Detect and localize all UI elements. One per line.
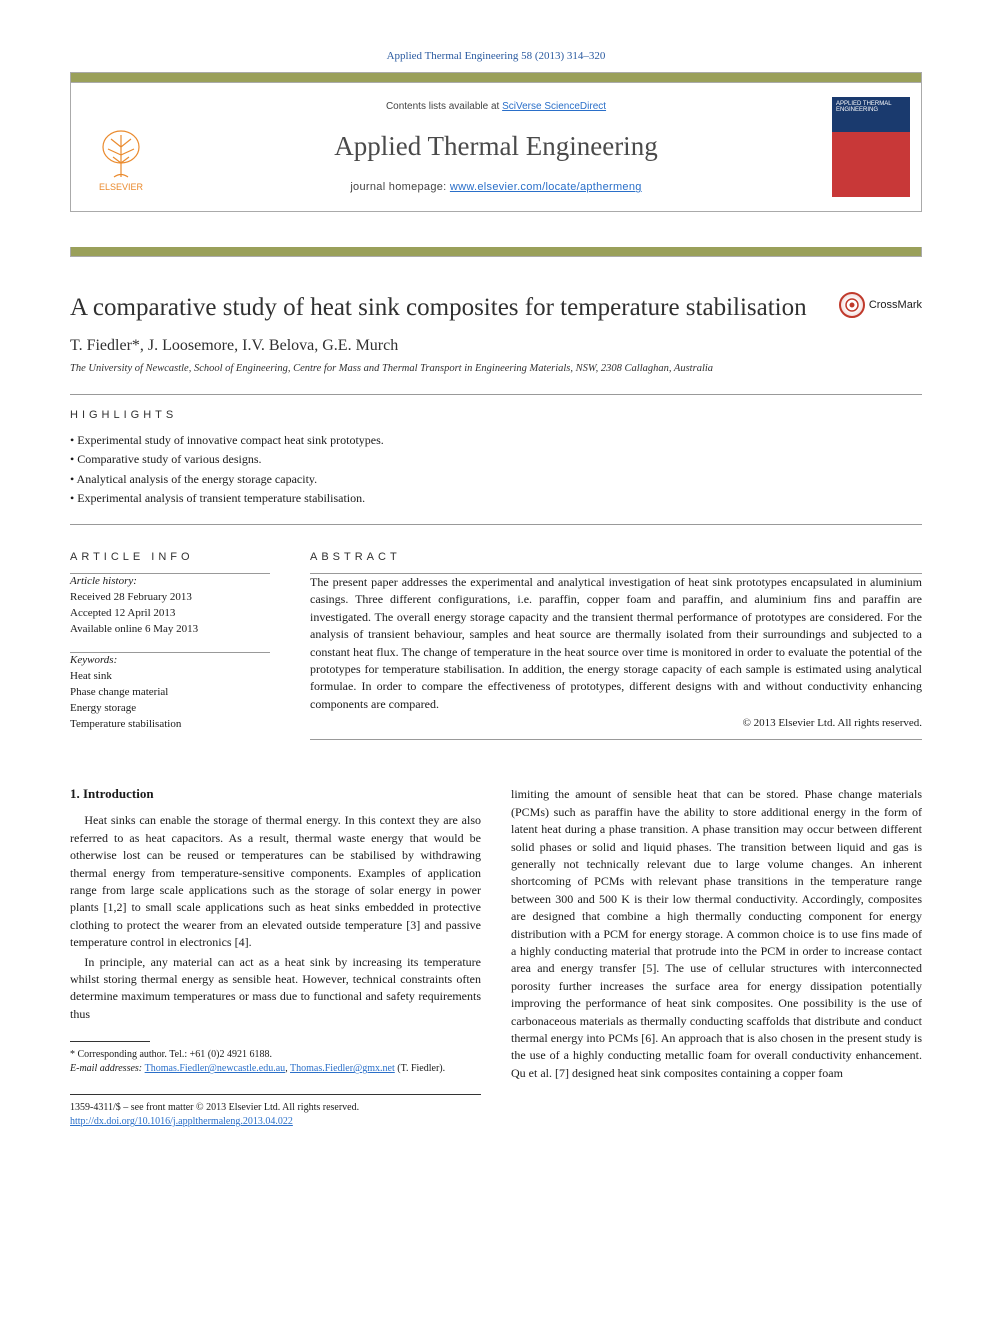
issn-line: 1359-4311/$ – see front matter © 2013 El… bbox=[70, 1101, 481, 1115]
keyword: Phase change material bbox=[70, 685, 270, 701]
journal-name: Applied Thermal Engineering bbox=[334, 131, 657, 162]
publisher-logo-cell: ELSEVIER bbox=[71, 83, 171, 211]
corresponding-author-footnote: * Corresponding author. Tel.: +61 (0)2 4… bbox=[70, 1048, 481, 1076]
elsevier-tree-icon bbox=[96, 127, 146, 182]
article-history: Article history: Received 28 February 20… bbox=[70, 574, 270, 638]
homepage-prefix: journal homepage: bbox=[350, 181, 450, 193]
history-accepted: Accepted 12 April 2013 bbox=[70, 606, 270, 622]
journal-cover-thumbnail[interactable]: APPLIED THERMAL ENGINEERING bbox=[832, 97, 910, 197]
highlights-label: HIGHLIGHTS bbox=[70, 409, 922, 421]
abstract-copyright: © 2013 Elsevier Ltd. All rights reserved… bbox=[310, 717, 922, 729]
history-online: Available online 6 May 2013 bbox=[70, 622, 270, 638]
divider bbox=[70, 524, 922, 525]
article-info-label: ARTICLE INFO bbox=[70, 551, 270, 563]
header-top-stripe bbox=[70, 72, 922, 82]
crossmark-badge[interactable]: CrossMark bbox=[839, 292, 922, 318]
affiliation: The University of Newcastle, School of E… bbox=[70, 363, 922, 374]
contents-prefix: Contents lists available at bbox=[386, 101, 502, 112]
abstract-column: ABSTRACT The present paper addresses the… bbox=[310, 537, 922, 746]
publisher-name: ELSEVIER bbox=[99, 182, 143, 192]
cover-title: APPLIED THERMAL ENGINEERING bbox=[836, 101, 906, 113]
contents-line: Contents lists available at SciVerse Sci… bbox=[386, 101, 606, 112]
footnote-corr: * Corresponding author. Tel.: +61 (0)2 4… bbox=[70, 1048, 481, 1062]
highlight-item: Analytical analysis of the energy storag… bbox=[70, 470, 922, 489]
right-column: limiting the amount of sensible heat tha… bbox=[511, 786, 922, 1129]
intro-paragraph-2: In principle, any material can act as a … bbox=[70, 954, 481, 1024]
footnote-name: (T. Fiedler). bbox=[397, 1063, 445, 1074]
history-received: Received 28 February 2013 bbox=[70, 590, 270, 606]
header-bottom-stripe bbox=[70, 247, 922, 257]
history-heading: Article history: bbox=[70, 574, 270, 590]
divider bbox=[310, 739, 922, 740]
article-title: A comparative study of heat sink composi… bbox=[70, 292, 839, 323]
doi-link[interactable]: http://dx.doi.org/10.1016/j.applthermale… bbox=[70, 1116, 293, 1127]
highlights-list: Experimental study of innovative compact… bbox=[70, 431, 922, 508]
keywords-heading: Keywords: bbox=[70, 653, 270, 669]
crossmark-label: CrossMark bbox=[869, 299, 922, 311]
abstract-label: ABSTRACT bbox=[310, 551, 922, 563]
homepage-link[interactable]: www.elsevier.com/locate/apthermeng bbox=[450, 181, 642, 193]
cover-cell: APPLIED THERMAL ENGINEERING bbox=[821, 83, 921, 211]
body-columns: 1. Introduction Heat sinks can enable th… bbox=[70, 786, 922, 1129]
divider bbox=[70, 394, 922, 395]
journal-header: ELSEVIER Contents lists available at Sci… bbox=[70, 82, 922, 212]
intro-paragraph-1: Heat sinks can enable the storage of the… bbox=[70, 812, 481, 951]
homepage-line: journal homepage: www.elsevier.com/locat… bbox=[350, 181, 641, 193]
footnote-email-1[interactable]: Thomas.Fiedler@newcastle.edu.au bbox=[145, 1063, 286, 1074]
col2-paragraph-1: limiting the amount of sensible heat tha… bbox=[511, 786, 922, 1082]
header-center: Contents lists available at SciVerse Sci… bbox=[171, 83, 821, 211]
sciencedirect-link[interactable]: SciVerse ScienceDirect bbox=[502, 101, 606, 112]
footnote-email-label: E-mail addresses: bbox=[70, 1063, 145, 1074]
copyright-bar: 1359-4311/$ – see front matter © 2013 El… bbox=[70, 1094, 481, 1129]
footnote-separator bbox=[70, 1041, 150, 1042]
authors: T. Fiedler*, J. Loosemore, I.V. Belova, … bbox=[70, 337, 922, 355]
abstract-text: The present paper addresses the experime… bbox=[310, 574, 922, 713]
highlight-item: Experimental analysis of transient tempe… bbox=[70, 489, 922, 508]
keyword: Heat sink bbox=[70, 669, 270, 685]
highlight-item: Experimental study of innovative compact… bbox=[70, 431, 922, 450]
section-heading-intro: 1. Introduction bbox=[70, 786, 481, 802]
crossmark-icon bbox=[839, 292, 865, 318]
keyword: Temperature stabilisation bbox=[70, 717, 270, 733]
footnote-email-2[interactable]: Thomas.Fiedler@gmx.net bbox=[290, 1063, 395, 1074]
highlight-item: Comparative study of various designs. bbox=[70, 450, 922, 469]
citation-line: Applied Thermal Engineering 58 (2013) 31… bbox=[70, 50, 922, 62]
elsevier-logo[interactable]: ELSEVIER bbox=[86, 102, 156, 192]
left-column: 1. Introduction Heat sinks can enable th… bbox=[70, 786, 481, 1129]
keyword: Energy storage bbox=[70, 701, 270, 717]
keywords-block: Keywords: Heat sink Phase change materia… bbox=[70, 653, 270, 733]
article-info-column: ARTICLE INFO Article history: Received 2… bbox=[70, 537, 270, 746]
